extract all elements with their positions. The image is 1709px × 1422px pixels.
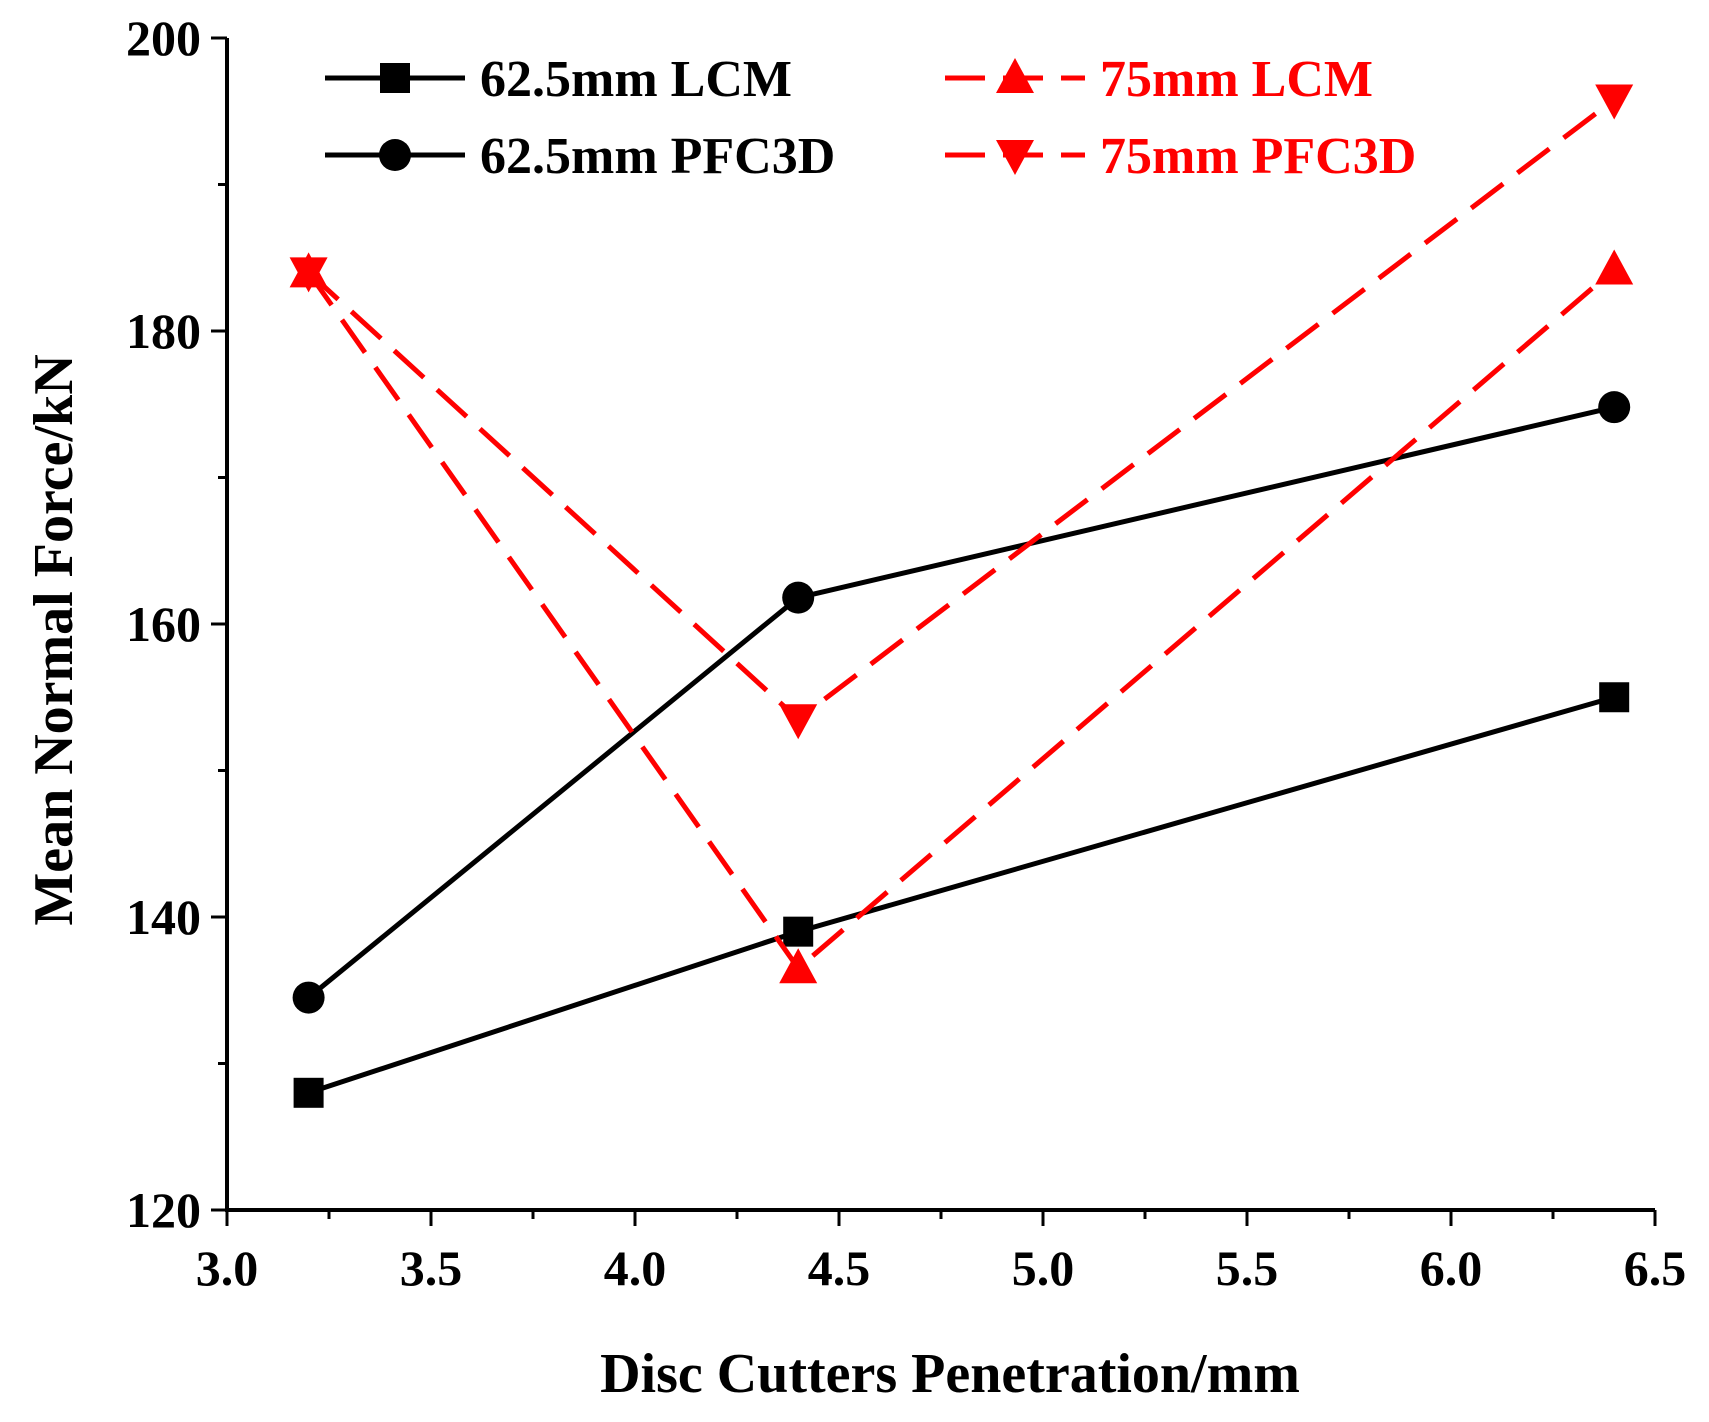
x-tick-label: 6.0	[1420, 1240, 1483, 1296]
x-axis-title: Disc Cutters Penetration/mm	[600, 1343, 1300, 1405]
x-tick-label: 4.5	[808, 1240, 871, 1296]
data-point-marker	[779, 948, 818, 984]
x-tick-label: 3.0	[196, 1240, 259, 1296]
y-tick-label: 120	[126, 1182, 201, 1238]
legend-entry: 62.5mm PFC3D	[325, 128, 835, 185]
legend-marker	[380, 63, 410, 93]
series-line	[307, 694, 1615, 1096]
data-point-marker	[293, 1077, 324, 1108]
data-point-marker	[783, 916, 814, 947]
series-0	[293, 682, 1630, 1108]
data-point-marker	[1595, 84, 1634, 120]
data-point-marker	[1599, 682, 1630, 713]
legend-label: 62.5mm PFC3D	[480, 128, 835, 185]
x-tick-label: 6.5	[1624, 1240, 1687, 1296]
legend-marker	[996, 140, 1034, 175]
data-point-marker	[1598, 391, 1631, 424]
plot-marks	[289, 84, 1634, 1108]
series-line	[306, 267, 1616, 972]
x-tick-label: 4.0	[604, 1240, 667, 1296]
legend-entry: 75mm LCM	[945, 51, 1373, 108]
legend-label: 62.5mm LCM	[480, 51, 792, 108]
data-point-marker	[289, 257, 328, 293]
series-3	[289, 84, 1634, 740]
legend-label: 75mm PFC3D	[1100, 128, 1416, 185]
axes: 3.0 3.5 4.0 4.5 5.0 5.5 6.0 6.5 120 140 160 180 200	[126, 10, 1686, 1296]
series-line	[306, 97, 1616, 723]
series-1	[292, 391, 1631, 1014]
x-tick-label: 3.5	[400, 1240, 463, 1296]
y-tick-label: 180	[126, 303, 201, 359]
legend: 62.5mm LCM 75mm LCM 62.5mm PFC3D 75mm PFC3D	[325, 51, 1416, 185]
data-point-marker	[292, 981, 325, 1014]
x-tick-label: 5.5	[1216, 1240, 1279, 1296]
data-point-marker	[779, 704, 818, 740]
y-tick-label: 140	[126, 889, 201, 945]
y-axis-title: Mean Normal Force/kN	[23, 354, 85, 925]
y-tick-label: 160	[126, 596, 201, 652]
series-line	[307, 404, 1615, 1000]
axis-frame	[225, 38, 1655, 1212]
legend-label: 75mm LCM	[1100, 51, 1373, 108]
legend-entry: 62.5mm LCM	[325, 51, 792, 108]
legend-marker	[996, 58, 1034, 93]
legend-entry: 75mm PFC3D	[945, 128, 1416, 185]
legend-marker	[379, 139, 411, 171]
x-tick-label: 5.0	[1012, 1240, 1075, 1296]
y-tick-label: 200	[126, 10, 201, 66]
data-point-marker	[1595, 249, 1634, 285]
data-point-marker	[782, 581, 815, 614]
series-2	[289, 249, 1634, 984]
